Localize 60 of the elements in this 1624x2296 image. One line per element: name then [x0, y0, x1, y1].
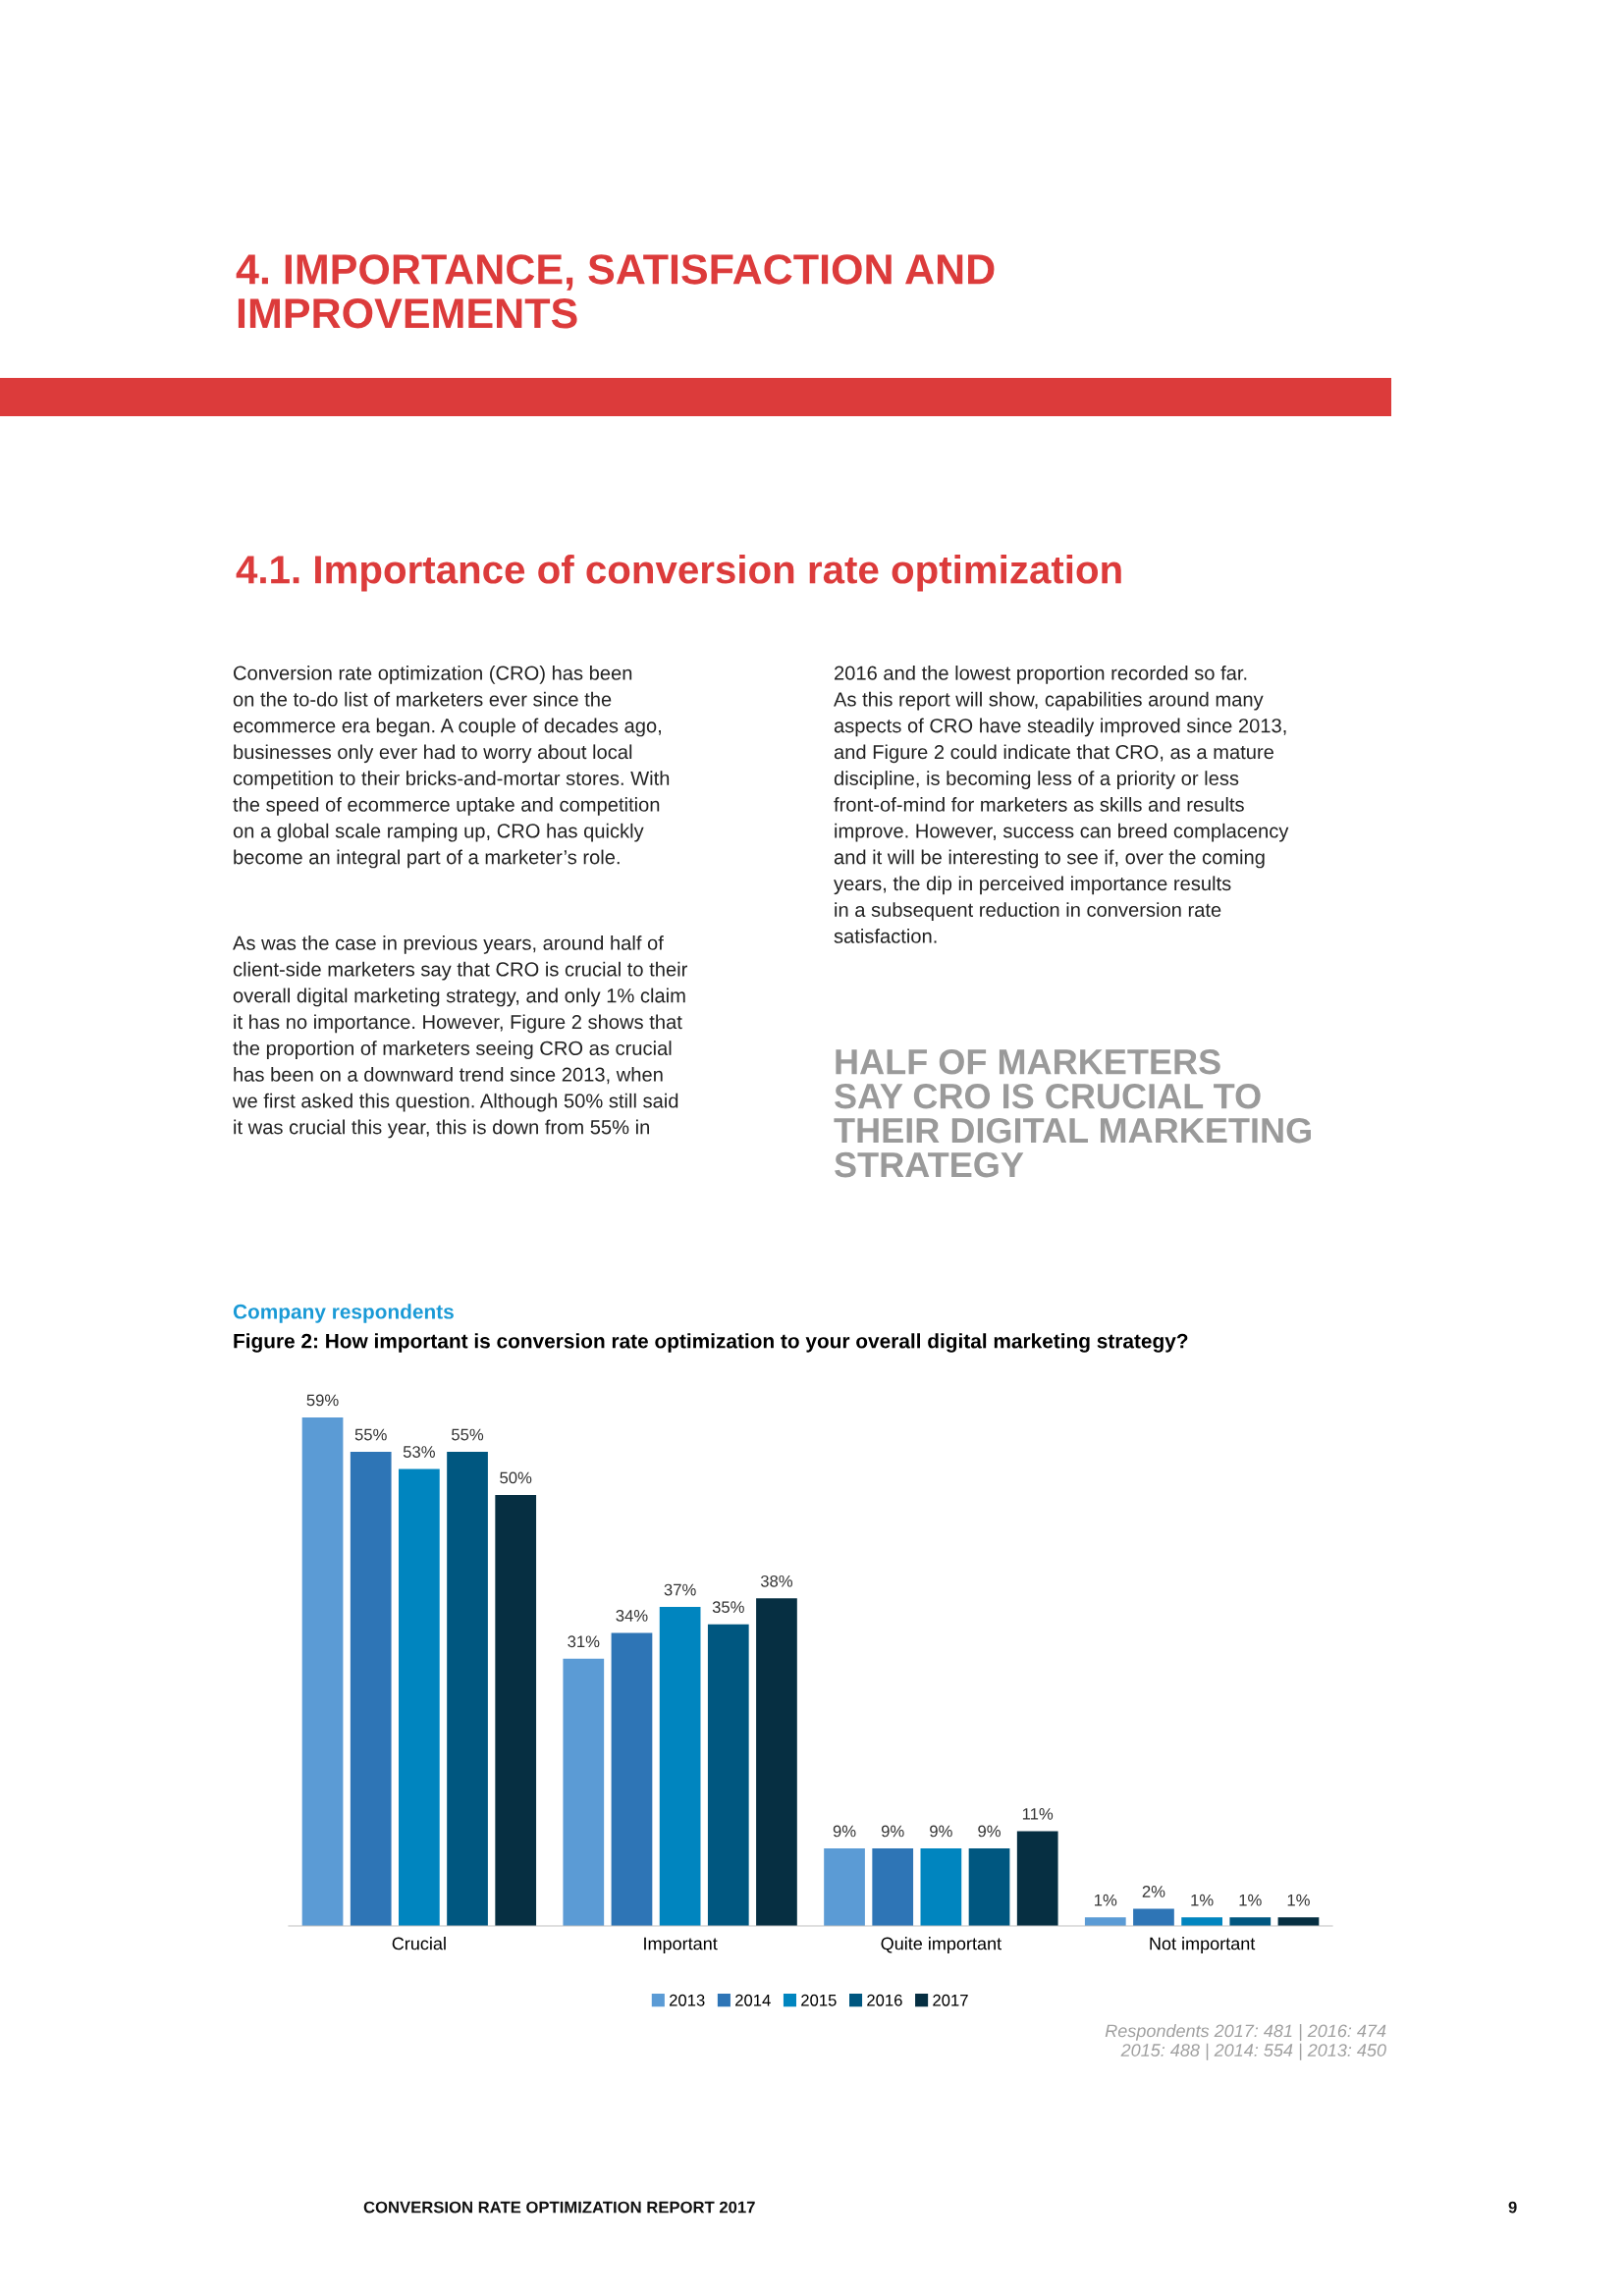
text: CONVERSION RATE OPTIMIZATION REPORT 2017: [363, 2201, 755, 2214]
data-label: 38%: [760, 1575, 793, 1587]
text: 2016 and the lowest proportion recorded so far. As this report will show, capabilities around many aspects of CRO have steadily improved since 2013, and Figure 2 could indicate that CRO, as a mature discipline, is becoming less of a priority or less front-of-mind for marketers as skills and results improve. However, success can breed complacency and it will be interesting to see if, over the coming years, the dip in perceived importance results in a subsequent reduction in conversion rate satisfaction.: [834, 666, 1289, 943]
bar: [1133, 1908, 1174, 1926]
text: HALF OF MARKETERS SAY CRO IS CRUCIAL TO THEIR DIGITAL MARKETING STRATEGY: [834, 1048, 1311, 1178]
data-label: 34%: [616, 1610, 648, 1622]
data-label: 59%: [306, 1394, 339, 1407]
legend-label: 2014: [735, 1994, 771, 2006]
text: 4.1. Importance of conversion rate optimization: [236, 555, 1121, 592]
x-tick-label: Quite important: [881, 1937, 1001, 1953]
x-tick-label: Not important: [1150, 1937, 1256, 1953]
bar: [920, 1847, 962, 1926]
x-tick-label: Important: [644, 1937, 718, 1953]
text: Respondents 2017: 481 | 2016: 474 2015: 488 | 2014: 554 | 2013: 450: [1105, 2024, 1386, 2060]
data-label: 50%: [500, 1471, 532, 1484]
data-label: 1%: [1287, 1894, 1310, 1906]
data-label: 31%: [568, 1635, 600, 1648]
bar: [399, 1468, 440, 1926]
data-label: 9%: [833, 1825, 856, 1838]
data-label: 1%: [1239, 1894, 1262, 1906]
legend-label: 2017: [933, 1994, 968, 2006]
bar: [301, 1416, 344, 1926]
bar: [824, 1847, 865, 1926]
data-label: 1%: [1095, 1894, 1117, 1906]
legend-label: 2013: [669, 1994, 705, 2006]
bar: [872, 1847, 914, 1926]
bar: [1181, 1917, 1222, 1926]
text: 4. IMPORTANCE, SATISFACTION AND IMPROVEMENTS: [236, 254, 995, 329]
bar: [350, 1452, 392, 1926]
bar: [659, 1607, 701, 1926]
bar: [707, 1624, 749, 1926]
legend-label: 2016: [867, 1994, 902, 2006]
data-label: 9%: [978, 1825, 1001, 1838]
data-label: 55%: [354, 1428, 387, 1441]
data-label: 1%: [1191, 1894, 1214, 1906]
chart-title: Figure 2: How important is conversion rate optimization to your overall digital marketing strategy?: [234, 1333, 1188, 1353]
text: Conversion rate optimization (CRO) has been on the to-do list of marketers ever since the ecommerce era began. A couple of decades ago, businesses only ever had to worry about local competition to their bricks-and-mortar stores. With the speed of ecommerce uptake and competition on a global scale ramping up, CRO has quickly become an integral part of a marketer’s role.: [233, 666, 670, 869]
data-label: 37%: [664, 1583, 696, 1596]
data-label: 55%: [452, 1428, 484, 1441]
data-label: 11%: [1022, 1808, 1054, 1820]
data-label: 9%: [930, 1825, 952, 1838]
bar: [611, 1632, 653, 1926]
bar: [495, 1494, 537, 1926]
bar: [447, 1452, 488, 1926]
text: As was the case in previous years, around half of client-side marketers say that CRO is crucial to their overall digital marketing strategy, and only 1% claim it has no importance. However, Figure 2 shows that the proportion of marketers seeing CRO as crucial has been on a downward trend since 2013, when we first asked this question. Although 50% still said it was crucial this year, this is down from 55% in: [232, 935, 688, 1139]
bar: [1229, 1917, 1272, 1926]
bar: [756, 1598, 797, 1926]
data-label: 2%: [1142, 1886, 1165, 1897]
legend-label: 2015: [801, 1994, 837, 2006]
data-label: 53%: [403, 1446, 435, 1458]
bar: [1016, 1831, 1058, 1926]
bar: [1277, 1917, 1320, 1926]
text: 9: [1508, 2201, 1517, 2214]
chart-subtitle: Company respondents: [233, 1304, 454, 1323]
data-label: 35%: [712, 1601, 744, 1614]
x-tick-label: Crucial: [392, 1937, 446, 1950]
data-label: 9%: [881, 1825, 904, 1838]
bar: [563, 1658, 605, 1926]
bar: [968, 1847, 1010, 1926]
bar: [1084, 1917, 1126, 1926]
